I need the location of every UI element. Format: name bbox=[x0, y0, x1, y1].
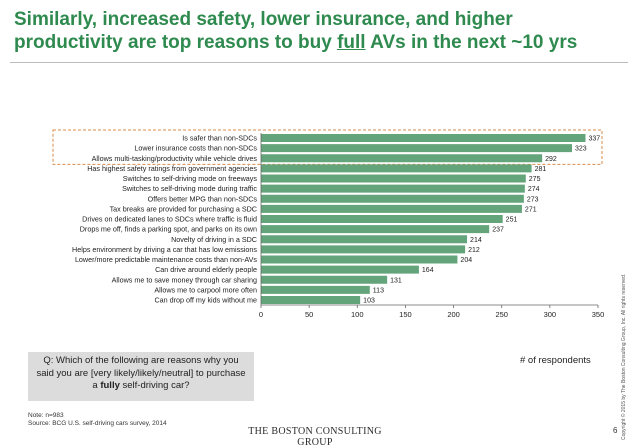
category-label: Has highest safety ratings from governme… bbox=[87, 164, 257, 173]
category-label: Helps environment by driving a car that … bbox=[72, 245, 257, 254]
bar bbox=[261, 154, 543, 163]
bar bbox=[261, 255, 458, 264]
bar bbox=[261, 134, 586, 142]
data-label: 164 bbox=[422, 267, 434, 274]
category-label: Drives on dedicated lanes to SDCs where … bbox=[82, 215, 257, 224]
category-label: Can drop off my kids without me bbox=[154, 296, 257, 305]
data-label: 337 bbox=[588, 136, 600, 143]
data-label: 113 bbox=[373, 287, 384, 294]
page-number: 6 bbox=[613, 426, 618, 435]
category-label: Allows me to carpool more often bbox=[154, 285, 257, 294]
bar bbox=[261, 275, 388, 284]
data-label: 131 bbox=[390, 277, 402, 284]
bar bbox=[261, 235, 468, 244]
x-tick-label: 100 bbox=[351, 310, 364, 319]
title-line-1: Similarly, increased safety, lower insur… bbox=[14, 9, 513, 30]
category-label: Switches to self-driving mode on freeway… bbox=[123, 174, 258, 183]
category-label: Allows me to save money through car shar… bbox=[112, 275, 257, 284]
question-line-3: a fully self-driving car? bbox=[28, 380, 254, 393]
question-line-3-end: self-driving car? bbox=[119, 380, 190, 391]
data-label: 274 bbox=[528, 186, 540, 193]
category-label: Lower/more predictable maintenance costs… bbox=[75, 255, 257, 264]
highlight-box bbox=[52, 129, 603, 165]
title-divider bbox=[10, 62, 628, 63]
question-line-2: said you are [very likely/likely/neutral… bbox=[36, 367, 246, 379]
title-line-2: productivity are top reasons to buy full… bbox=[14, 31, 624, 54]
bar bbox=[261, 245, 466, 254]
x-tick-label: 200 bbox=[447, 310, 460, 319]
data-label: 292 bbox=[545, 156, 557, 163]
data-label: 204 bbox=[460, 257, 472, 264]
category-label: Is safer than non-SDCs bbox=[182, 134, 257, 143]
data-label: 323 bbox=[575, 146, 587, 153]
bar bbox=[261, 265, 419, 274]
x-tick-label: 300 bbox=[544, 310, 557, 319]
title-line-2-start: productivity are top reasons to buy bbox=[14, 32, 338, 53]
page-title: Similarly, increased safety, lower insur… bbox=[14, 8, 624, 54]
data-label: 103 bbox=[363, 298, 375, 305]
data-label: 275 bbox=[529, 176, 541, 183]
data-label: 271 bbox=[525, 206, 537, 213]
bar bbox=[261, 285, 370, 294]
bar bbox=[261, 194, 524, 203]
source-text: Source: BCG U.S. self-driving cars surve… bbox=[28, 420, 167, 427]
category-label: Lower insurance costs than non-SDCs bbox=[134, 144, 257, 153]
bar bbox=[261, 204, 522, 213]
bcg-logo: THE BOSTON CONSULTING GROUP bbox=[248, 426, 382, 448]
category-label: Drops me off, finds a parking spot, and … bbox=[80, 225, 257, 234]
question-box: Q: Which of the following are reasons wh… bbox=[28, 352, 254, 401]
category-label: Novelty of driving in a SDC bbox=[171, 235, 257, 244]
bar bbox=[261, 215, 503, 223]
data-label: 214 bbox=[470, 237, 482, 244]
category-label: Offers better MPG than non-SDCs bbox=[148, 194, 258, 203]
data-label: 251 bbox=[506, 217, 518, 224]
bar bbox=[261, 164, 532, 173]
data-label: 237 bbox=[492, 227, 504, 234]
category-label: Can drive around elderly people bbox=[155, 265, 257, 274]
bar bbox=[261, 144, 573, 153]
bar bbox=[261, 174, 526, 183]
x-tick-label: 50 bbox=[305, 310, 313, 319]
title-underlined-word: full bbox=[337, 32, 366, 53]
x-tick-label: 150 bbox=[399, 310, 412, 319]
footnotes: Note: n=983 Source: BCG U.S. self-drivin… bbox=[28, 412, 167, 428]
question-bold-word: fully bbox=[100, 380, 120, 391]
note-text: Note: n=983 bbox=[28, 412, 64, 419]
copyright-notice: Copyright © 2015 by The Boston Consultin… bbox=[621, 273, 627, 440]
data-label: 273 bbox=[527, 196, 539, 203]
category-label: Switches to self-driving mode during tra… bbox=[122, 184, 257, 193]
bar bbox=[261, 296, 361, 304]
category-label: Allows multi-tasking/productivity while … bbox=[92, 154, 258, 163]
question-line-1: Q: Which of the following are reasons wh… bbox=[43, 355, 239, 366]
x-tick-label: 0 bbox=[259, 310, 263, 319]
title-line-2-end: AVs in the next ~10 yrs bbox=[365, 32, 578, 53]
bar bbox=[261, 225, 490, 234]
question-line-3-start: a bbox=[92, 380, 101, 391]
category-label: Tax breaks are provided for purchasing a… bbox=[110, 204, 257, 213]
x-axis-label: # of respondents bbox=[520, 355, 591, 366]
data-label: 212 bbox=[468, 247, 480, 254]
data-label: 281 bbox=[535, 166, 547, 173]
x-tick-label: 250 bbox=[495, 310, 508, 319]
bar bbox=[261, 184, 525, 193]
x-tick-label: 350 bbox=[592, 310, 605, 319]
